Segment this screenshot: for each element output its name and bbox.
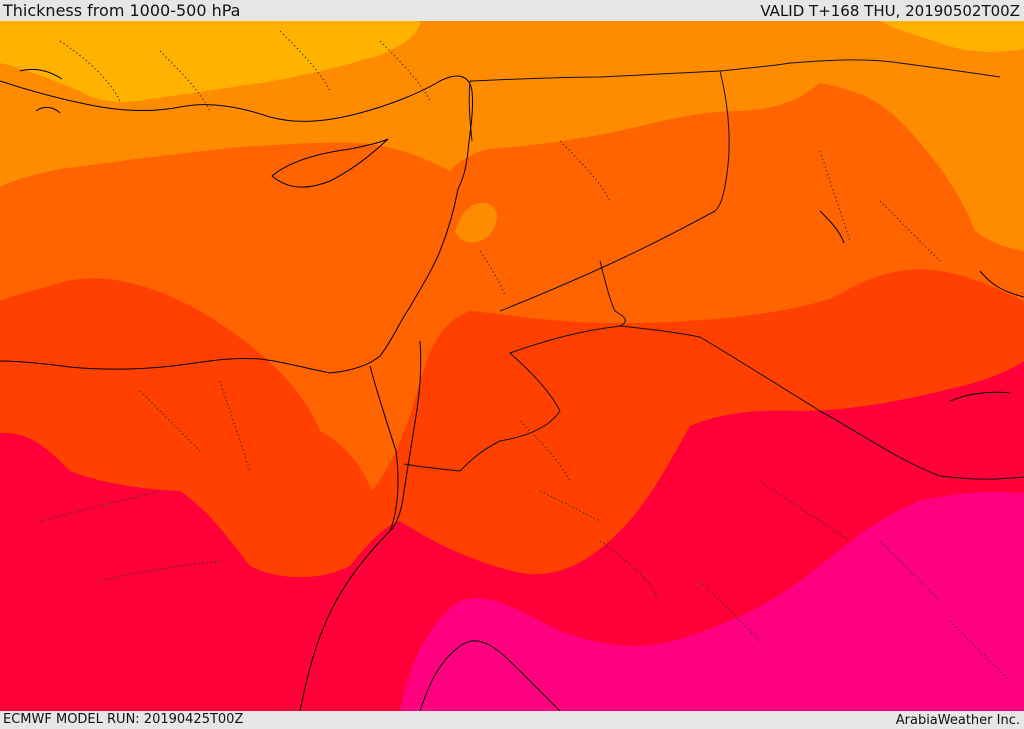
- map-title: Thickness from 1000-500 hPa: [3, 1, 241, 20]
- country-borders: [403, 59, 1024, 480]
- thickness-band-1-ne: [880, 21, 1024, 52]
- internal-borders: [39, 30, 1011, 682]
- header-bar: Thickness from 1000-500 hPa VALID T+168 …: [0, 0, 1024, 21]
- footer-bar: ECMWF MODEL RUN: 20190425T00Z ArabiaWeat…: [0, 711, 1024, 729]
- model-run-label: ECMWF MODEL RUN: 20190425T00Z: [3, 712, 244, 727]
- coastlines: [0, 68, 1024, 711]
- thickness-band-1: [0, 21, 420, 102]
- thickness-map[interactable]: [0, 21, 1024, 711]
- valid-time: VALID T+168 THU, 20190502T00Z: [760, 2, 1020, 20]
- map-canvas: [0, 21, 1024, 711]
- thickness-band-6: [400, 491, 1024, 711]
- thickness-band-3-lebanon: [455, 202, 498, 243]
- credit-label: ArabiaWeather Inc.: [895, 713, 1020, 728]
